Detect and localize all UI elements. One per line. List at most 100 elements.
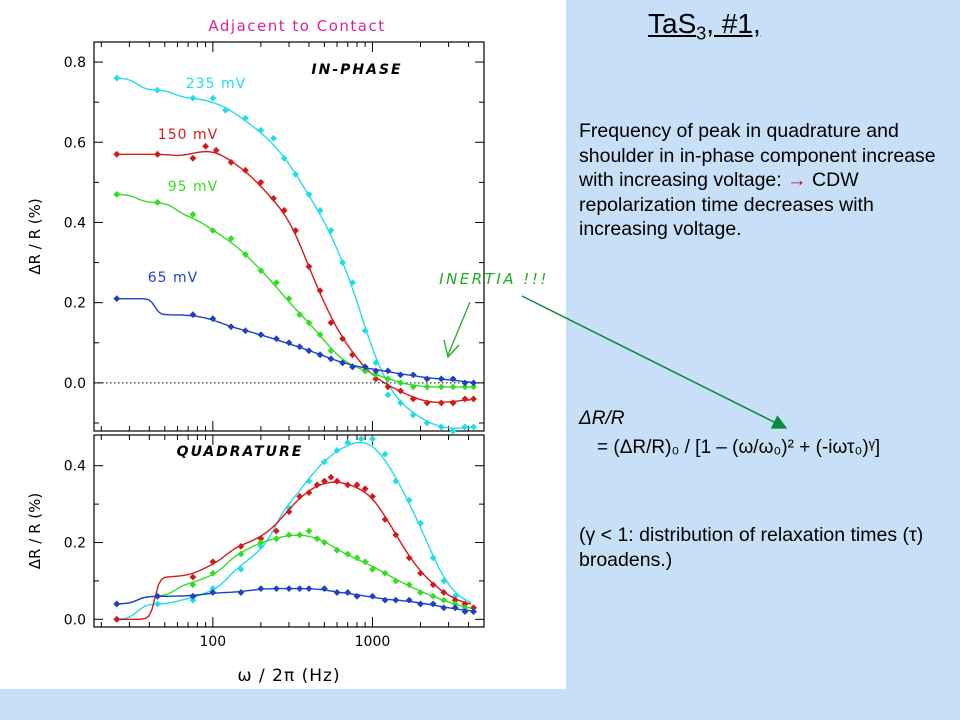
data-point bbox=[327, 355, 335, 363]
data-point bbox=[461, 395, 469, 403]
data-point bbox=[113, 74, 121, 82]
series-label: 95 mV bbox=[168, 179, 218, 195]
data-point bbox=[189, 592, 197, 600]
data-point bbox=[333, 446, 341, 454]
data-point bbox=[113, 615, 121, 623]
data-point bbox=[451, 604, 459, 612]
data-point bbox=[316, 331, 324, 339]
data-point bbox=[461, 600, 469, 608]
data-point bbox=[405, 554, 413, 562]
data-point bbox=[257, 126, 265, 134]
data-point bbox=[423, 399, 431, 407]
data-point bbox=[461, 423, 469, 431]
data-point bbox=[285, 531, 293, 539]
data-point bbox=[285, 295, 293, 303]
data-point bbox=[296, 343, 304, 351]
data-point bbox=[470, 604, 477, 612]
data-point bbox=[372, 375, 380, 383]
data-point bbox=[372, 359, 380, 367]
data-point bbox=[409, 411, 417, 419]
y-tick-label: 0.4 bbox=[64, 459, 86, 475]
data-point bbox=[189, 154, 197, 162]
data-point bbox=[384, 367, 392, 375]
data-point bbox=[227, 323, 235, 331]
fit-curve bbox=[116, 193, 472, 388]
data-point bbox=[449, 399, 457, 407]
data-point bbox=[305, 527, 313, 535]
data-point bbox=[242, 166, 249, 174]
data-point bbox=[189, 94, 197, 102]
data-point bbox=[272, 335, 280, 343]
data-point bbox=[429, 581, 437, 589]
data-point bbox=[349, 363, 356, 371]
data-point bbox=[361, 327, 369, 335]
data-point bbox=[209, 585, 217, 592]
data-point bbox=[242, 251, 249, 258]
summary-text: Frequency of peak in quadrature and shou… bbox=[579, 119, 954, 242]
data-point bbox=[313, 535, 321, 543]
data-point bbox=[305, 190, 313, 198]
data-point bbox=[257, 535, 265, 543]
data-point bbox=[405, 581, 413, 589]
data-point bbox=[316, 351, 324, 359]
data-point bbox=[321, 458, 328, 466]
data-point bbox=[189, 581, 197, 589]
data-point bbox=[209, 94, 217, 102]
data-point bbox=[372, 371, 380, 379]
data-point bbox=[237, 566, 245, 573]
data-point bbox=[397, 371, 404, 379]
data-point bbox=[305, 585, 313, 592]
slide-title: TaS3, #1, bbox=[648, 8, 761, 44]
data-point bbox=[113, 600, 121, 608]
data-point bbox=[461, 383, 469, 391]
data-point bbox=[305, 477, 313, 485]
data-point bbox=[440, 596, 448, 604]
data-point bbox=[227, 235, 235, 242]
data-point bbox=[280, 207, 288, 214]
data-point bbox=[305, 347, 313, 355]
chart-svg: Adjacent to Contact 0.8 0.6 0.4 0.2 0.0 ΔR / R… bbox=[26, 17, 546, 686]
note-text: (γ < 1: distribution of relaxation times… bbox=[579, 524, 924, 571]
y-axis-label: ΔR / R (%) bbox=[26, 198, 44, 274]
series-95-mv bbox=[113, 527, 477, 616]
data-point bbox=[257, 178, 265, 186]
data-point bbox=[397, 399, 404, 407]
inertia-pointer-arrow bbox=[443, 301, 471, 359]
data-point bbox=[397, 379, 404, 387]
data-point bbox=[429, 592, 437, 600]
plot-frame bbox=[93, 434, 485, 628]
data-point bbox=[417, 519, 424, 527]
data-point bbox=[237, 550, 245, 558]
data-point bbox=[405, 596, 413, 604]
data-point bbox=[417, 600, 424, 608]
data-point bbox=[272, 279, 280, 287]
data-point bbox=[270, 195, 277, 202]
data-point bbox=[327, 227, 335, 234]
data-point bbox=[470, 383, 477, 391]
data-point bbox=[437, 423, 445, 431]
data-point bbox=[209, 558, 217, 566]
data-point bbox=[257, 542, 265, 550]
data-point bbox=[429, 600, 437, 608]
data-point bbox=[327, 319, 335, 327]
data-point bbox=[189, 573, 197, 581]
data-point bbox=[353, 592, 361, 600]
data-point bbox=[344, 589, 352, 596]
data-point bbox=[189, 311, 197, 319]
data-point bbox=[237, 589, 245, 596]
data-point bbox=[313, 481, 321, 489]
data-point bbox=[392, 477, 400, 485]
data-point bbox=[285, 504, 293, 512]
data-point bbox=[296, 311, 304, 319]
data-point bbox=[437, 383, 445, 391]
data-point bbox=[280, 154, 288, 162]
data-point bbox=[339, 259, 346, 266]
data-point bbox=[470, 423, 477, 431]
summary-arrow: → bbox=[787, 169, 807, 191]
data-point bbox=[461, 379, 469, 387]
data-point bbox=[285, 585, 293, 592]
data-point bbox=[316, 287, 324, 295]
data-point bbox=[272, 527, 280, 535]
data-point bbox=[154, 86, 161, 94]
data-point bbox=[409, 395, 417, 403]
